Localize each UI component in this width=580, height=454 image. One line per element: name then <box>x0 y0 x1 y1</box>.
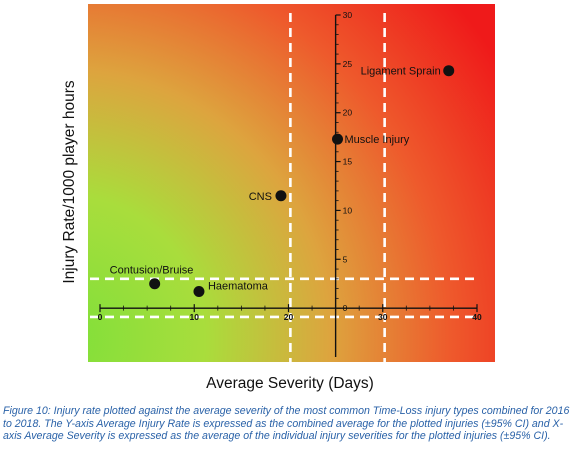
figure-caption: Figure 10: Injury rate plotted against t… <box>3 405 570 443</box>
y-tick-label: 15 <box>343 157 353 167</box>
y-tick-label: 10 <box>343 205 353 215</box>
data-point-1 <box>332 133 344 145</box>
y-axis-label: Injury Rate/1000 player hours <box>61 80 78 284</box>
y-tick-label: 20 <box>343 108 353 118</box>
data-point-0 <box>443 65 455 77</box>
x-axis-label: Average Severity (Days) <box>206 375 374 392</box>
y-tick-label: 5 <box>343 254 348 264</box>
axes: 0 10 20 30 40 0 5 10 15 20 25 30 <box>98 10 482 357</box>
y-tick-label: 0 <box>343 303 348 313</box>
y-tick-label: 30 <box>343 10 353 20</box>
x-tick-label: 10 <box>190 312 200 322</box>
x-tick-label: 40 <box>472 312 482 322</box>
data-point-label: CNS <box>249 191 272 203</box>
x-tick-label: 20 <box>284 312 294 322</box>
data-point-3 <box>149 278 161 290</box>
data-point-label: Ligament Sprain <box>361 66 441 78</box>
y-tick-label: 25 <box>343 59 353 69</box>
data-point-label: Contusion/Bruise <box>110 265 194 277</box>
data-point-label: Muscle Injury <box>345 134 410 146</box>
x-tick-label: 0 <box>98 312 103 322</box>
data-point-label: Haematoma <box>208 281 269 293</box>
data-point-2 <box>275 190 287 202</box>
data-points: Ligament Sprain Muscle Injury CNS Contusion… <box>110 65 455 298</box>
data-point-4 <box>193 286 205 298</box>
x-tick-label: 30 <box>378 312 388 322</box>
